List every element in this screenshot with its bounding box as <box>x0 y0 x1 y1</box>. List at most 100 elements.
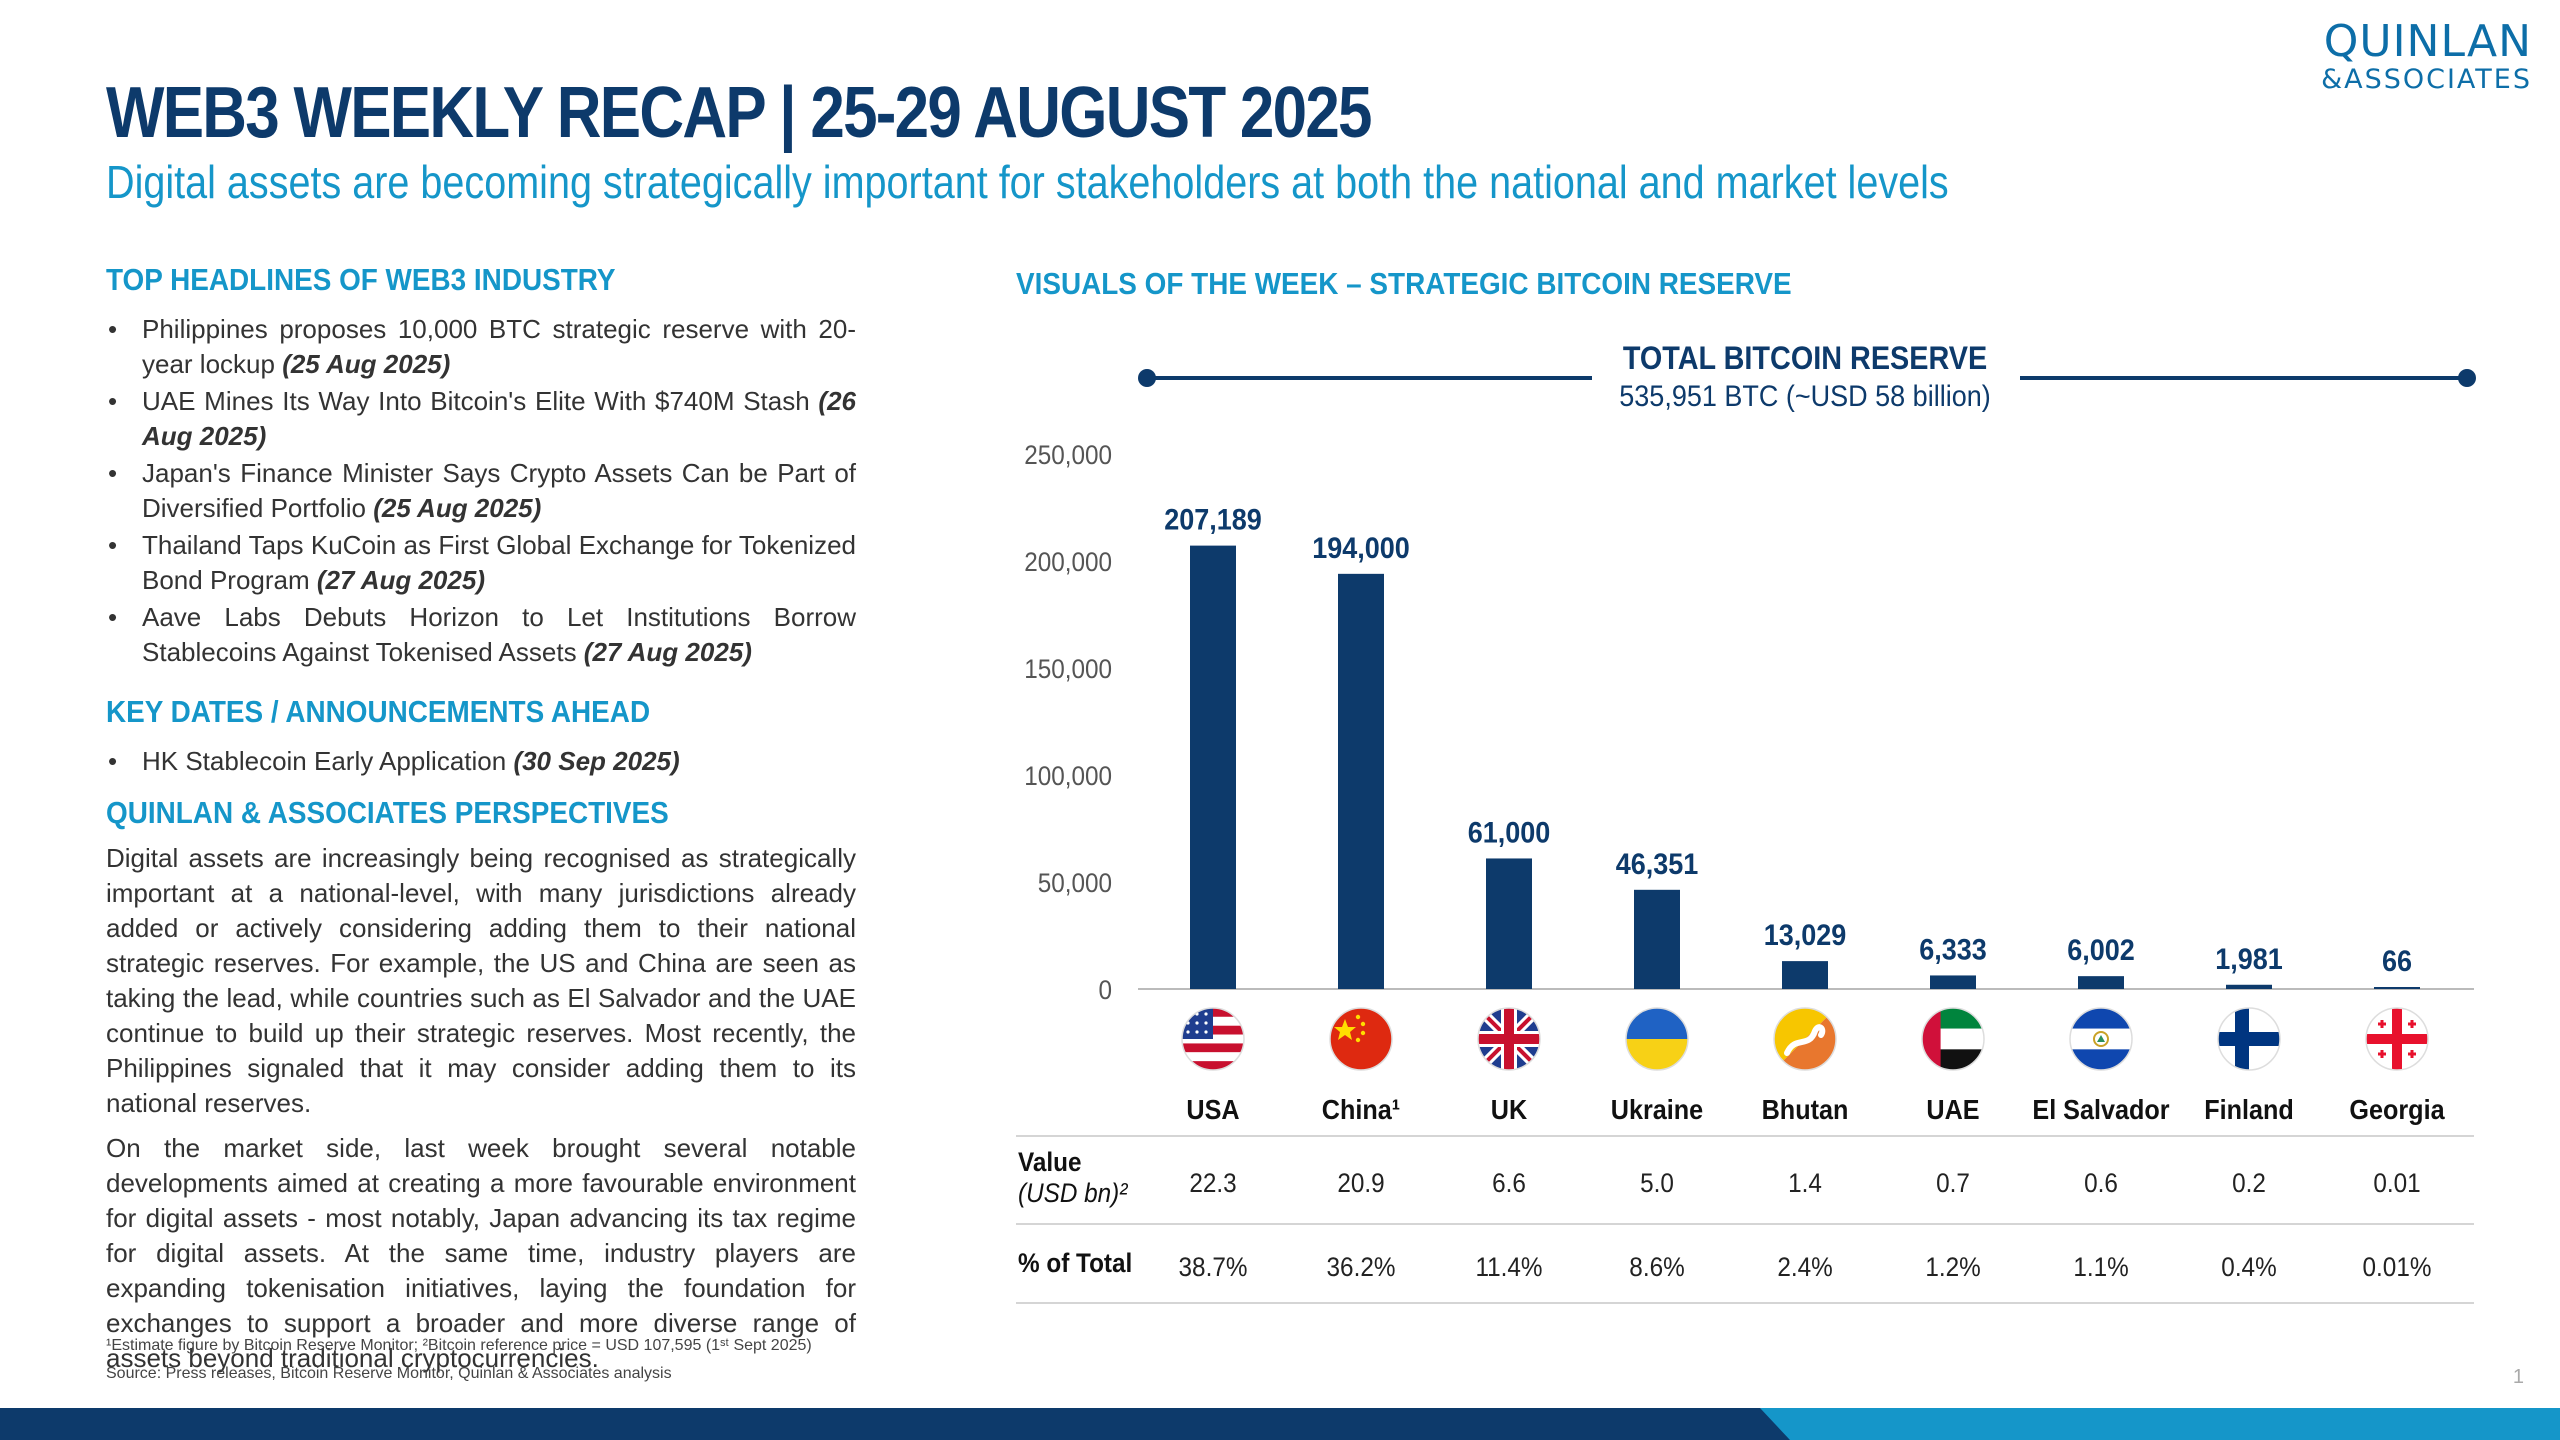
y-tick-label: 0 <box>1098 976 1112 1005</box>
total-bracket-left <box>1146 376 1592 380</box>
usa-star <box>1195 1030 1199 1034</box>
flag-border <box>1477 1007 1541 1071</box>
key-date-item: HK Stablecoin Early Application (30 Sep … <box>106 744 856 779</box>
category-label: Ukraine <box>1611 1094 1703 1126</box>
table-value-cell: 6.6 <box>1492 1169 1526 1198</box>
bar-usa <box>1190 545 1236 989</box>
uk-flag-icon <box>1478 1008 1540 1070</box>
uk-cross-red <box>1478 1034 1540 1044</box>
footer-bar <box>0 1408 2560 1440</box>
key-date-text: HK Stablecoin Early Application <box>142 746 514 776</box>
company-logo: QUINLAN &ASSOCIATES <box>2321 16 2532 95</box>
total-bitcoin-reserve-label: TOTAL BITCOIN RESERVE <box>1622 340 1988 376</box>
left-column: TOP HEADLINES OF WEB3 INDUSTRY Philippin… <box>106 262 856 1376</box>
headline-text: Japan's Finance Minister Says Crypto Ass… <box>142 458 856 523</box>
usa-star <box>1204 1012 1208 1016</box>
bar-bhutan <box>1782 961 1828 989</box>
key-date-date: (30 Sep 2025) <box>513 746 680 776</box>
headline-item: Philippines proposes 10,000 BTC strategi… <box>106 312 856 382</box>
table-pct-cell: 0.4% <box>2221 1253 2276 1282</box>
flag-border <box>1181 1007 1245 1071</box>
flag-border <box>2217 1007 2281 1071</box>
headline-date: (26 Aug 2025) <box>142 386 856 451</box>
bar-ukraine <box>1634 889 1680 989</box>
el-salvador-blue <box>2070 1008 2132 1029</box>
table-divider <box>1016 1302 2474 1304</box>
headline-date: (27 Aug 2025) <box>583 637 752 667</box>
value-row-unit: (USD bn)² <box>1018 1178 1128 1208</box>
category-label: UK <box>1491 1094 1527 1126</box>
table-pct-cell: 36.2% <box>1327 1253 1396 1282</box>
bar-data-label: 6,002 <box>2067 934 2135 968</box>
headline-item: UAE Mines Its Way Into Bitcoin's Elite W… <box>106 384 856 454</box>
category-label: El Salvador <box>2032 1094 2169 1126</box>
bar-data-label: 13,029 <box>1764 919 1847 953</box>
china-flag-icon <box>1330 1008 1392 1070</box>
table-divider <box>1016 1223 2474 1225</box>
usa-star <box>1186 1012 1190 1016</box>
ukraine-top <box>1626 1008 1688 1039</box>
table-value-cell: 20.9 <box>1337 1169 1384 1198</box>
logo-line-2: &ASSOCIATES <box>2321 64 2532 95</box>
headlines-list: Philippines proposes 10,000 BTC strategi… <box>106 312 856 670</box>
footnotes: ¹Estimate figure by Bitcoin Reserve Moni… <box>106 1332 812 1388</box>
category-label: Georgia <box>2349 1094 2444 1126</box>
usa-star <box>1195 1021 1199 1025</box>
y-tick-label: 250,000 <box>1024 441 1112 470</box>
headlines-title: TOP HEADLINES OF WEB3 INDUSTRY <box>106 262 616 297</box>
ukraine-bottom <box>1626 1039 1688 1070</box>
headline-text: Philippines proposes 10,000 BTC strategi… <box>142 314 856 379</box>
table-value-cell: 0.2 <box>2232 1169 2266 1198</box>
total-bracket-dot-right <box>2458 369 2476 387</box>
usa-star <box>1204 1030 1208 1034</box>
china-small-star <box>1355 1014 1361 1020</box>
visuals-title: VISUALS OF THE WEEK – STRATEGIC BITCOIN … <box>1016 266 1792 301</box>
usa-stripe <box>1182 1052 1244 1062</box>
flag-border <box>2069 1007 2133 1071</box>
bar-data-label: 46,351 <box>1616 848 1699 882</box>
georgia-small-cross <box>2380 1050 2384 1058</box>
table-pct-cell: 1.1% <box>2073 1253 2128 1282</box>
perspectives-paragraph-1: Digital assets are increasingly being re… <box>106 843 856 1118</box>
bar-data-label: 61,000 <box>1468 816 1551 850</box>
table-pct-cell: 11.4% <box>1475 1253 1542 1282</box>
bhutan-dragon <box>1784 1024 1826 1056</box>
bar-china <box>1338 573 1384 989</box>
usa-stripe <box>1182 1061 1244 1070</box>
table-value-cell: 1.4 <box>1788 1169 1822 1198</box>
headline-date: (25 Aug 2025) <box>373 493 542 523</box>
flag-border <box>1921 1007 1985 1071</box>
category-label: Bhutan <box>1762 1094 1849 1126</box>
el-salvador-flag-icon <box>2070 1008 2132 1070</box>
bar-data-label: 66 <box>2382 945 2412 979</box>
footer-bar-navy <box>0 1408 1790 1440</box>
bar-uae <box>1930 975 1976 989</box>
headline-text: Thailand Taps KuCoin as First Global Exc… <box>142 530 856 595</box>
table-divider <box>1016 1135 2474 1137</box>
headline-date: (25 Aug 2025) <box>282 349 451 379</box>
bar-finland <box>2226 984 2272 989</box>
key-dates-list: HK Stablecoin Early Application (30 Sep … <box>106 744 856 779</box>
bar-data-label: 207,189 <box>1164 503 1262 537</box>
table-pct-cell: 0.01% <box>2363 1253 2432 1282</box>
china-star <box>1334 1019 1356 1040</box>
bar-georgia <box>2374 987 2420 989</box>
bar-uk <box>1486 858 1532 989</box>
usa-star <box>1186 1030 1190 1034</box>
perspectives-paragraph-2: On the market side, last week brought se… <box>106 1133 856 1373</box>
flag-border <box>1625 1007 1689 1071</box>
total-bitcoin-reserve-value: 535,951 BTC (~USD 58 billion) <box>1619 380 1991 413</box>
y-tick-label: 50,000 <box>1038 869 1112 898</box>
bar-data-label: 1,981 <box>2215 942 2283 976</box>
bar-data-label: 194,000 <box>1312 532 1410 566</box>
key-dates-title: KEY DATES / ANNOUNCEMENTS AHEAD <box>106 694 651 729</box>
finland-cross <box>2218 1032 2280 1046</box>
perspectives-title: QUINLAN & ASSOCIATES PERSPECTIVES <box>106 795 669 830</box>
category-label: Finland <box>2204 1094 2294 1126</box>
china-small-star <box>1360 1030 1366 1036</box>
china-small-star <box>1355 1037 1361 1043</box>
footnote-1: ¹Estimate figure by Bitcoin Reserve Moni… <box>106 1337 812 1354</box>
logo-line-1: QUINLAN <box>2323 16 2532 67</box>
uae-flag-icon <box>1922 1008 1984 1070</box>
